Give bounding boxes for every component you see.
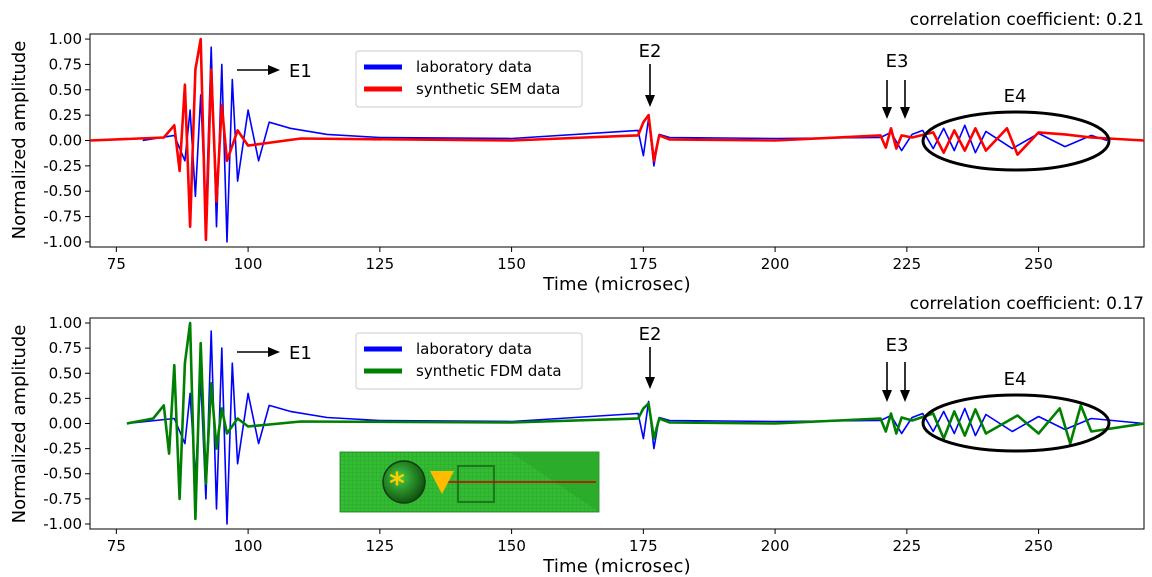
series-line-synthetic-sem-data: [89, 37, 1145, 242]
x-tick-label: 150: [497, 255, 526, 273]
y-tick-label: 0.50: [49, 364, 82, 382]
arrow-right-icon: [268, 65, 280, 75]
x-tick-label: 200: [761, 537, 790, 555]
x-axis-label: Time (microsec): [542, 274, 691, 295]
x-tick-label: 250: [1024, 255, 1053, 273]
y-tick-label: 1.00: [49, 30, 82, 48]
event-label: E4: [1004, 86, 1027, 107]
event-label: E1: [289, 61, 312, 82]
y-tick-label: 0.50: [49, 81, 82, 99]
receiver-triangle-icon: [430, 471, 454, 494]
event-label: E2: [639, 41, 662, 62]
legend-label: synthetic SEM data: [416, 80, 560, 98]
arrow-right-icon: [268, 347, 280, 357]
y-tick-label: -0.25: [43, 440, 82, 458]
arrow-down-icon: [645, 377, 655, 389]
x-tick-label: 175: [629, 255, 658, 273]
event-label: E3: [886, 335, 909, 356]
legend-label: laboratory data: [416, 58, 532, 76]
x-tick-label: 75: [107, 537, 126, 555]
x-tick-label: 250: [1024, 537, 1053, 555]
y-tick-label: -0.50: [43, 465, 82, 483]
y-axis: 1.00 0.75 0.50 0.25 0.00 -0.25 -0.50 -0.75 -1.00: [43, 30, 90, 251]
x-tick-label: 225: [893, 255, 922, 273]
x-axis-label: Time (microsec): [542, 556, 691, 577]
y-tick-label: -0.50: [43, 182, 82, 200]
arrow-down-icon: [900, 390, 910, 402]
plot-lines: [89, 37, 1145, 243]
y-tick-label: 0.75: [49, 55, 82, 73]
event-e2: E2: [639, 41, 662, 107]
legend-label: laboratory data: [416, 340, 532, 358]
y-tick-label: 1.00: [49, 314, 82, 332]
y-tick-label: 0.25: [49, 106, 82, 124]
star-icon: *: [389, 467, 405, 502]
arrow-down-icon: [900, 107, 910, 119]
y-tick-label: 0.25: [49, 389, 82, 407]
plot-frame: [89, 33, 1145, 248]
model-inset: *: [339, 451, 600, 513]
panel-bottom: 1.00 0.75 0.50 0.25 0.00 -0.25 -0.50 -0.75 -1.00…: [9, 294, 1145, 577]
y-tick-label: 0.75: [49, 339, 82, 357]
inclusion-circle: [382, 460, 426, 504]
legend-box: [355, 332, 583, 390]
x-tick-label: 200: [761, 255, 790, 273]
y-tick-label: -0.75: [43, 208, 82, 226]
y-axis-label: Normalized amplitude: [9, 325, 30, 524]
y-axis-label: Normalized amplitude: [9, 41, 30, 240]
e4-ellipse: [921, 110, 1111, 172]
arrow-down-icon: [882, 107, 892, 119]
x-axis: 75 100 125 150 175 200 225 250: [107, 529, 1053, 555]
mesh-square: [457, 465, 495, 503]
plot-frame: [89, 317, 1145, 530]
event-e4: E4: [921, 369, 1111, 453]
x-tick-label: 125: [366, 537, 395, 555]
event-label: E1: [289, 343, 312, 364]
event-e1: E1: [237, 61, 312, 82]
y-axis: 1.00 0.75 0.50 0.25 0.00 -0.25 -0.50 -0.75 -1.00: [43, 314, 90, 533]
legend: laboratory data synthetic SEM data: [355, 50, 583, 108]
x-tick-label: 175: [629, 537, 658, 555]
x-tick-label: 75: [107, 255, 126, 273]
series-line-laboratory-data: [142, 46, 1108, 243]
panel-top: 1.00 0.75 0.50 0.25 0.00 -0.25 -0.50 -0.75 -1.00…: [9, 10, 1145, 295]
x-tick-label: 100: [234, 537, 263, 555]
arrow-down-icon: [882, 390, 892, 402]
legend: laboratory data synthetic FDM data: [355, 332, 583, 390]
event-e4: E4: [921, 86, 1111, 172]
correlation-label: correlation coefficient: 0.21: [910, 10, 1144, 30]
y-tick-label: -0.25: [43, 157, 82, 175]
event-label: E4: [1004, 369, 1027, 390]
e4-ellipse: [921, 393, 1111, 453]
series-line-laboratory-data: [126, 330, 1145, 525]
event-e2: E2: [639, 324, 662, 389]
x-tick-label: 225: [893, 537, 922, 555]
y-tick-label: -1.00: [43, 515, 82, 533]
y-tick-label: 0.00: [49, 132, 82, 150]
correlation-label: correlation coefficient: 0.17: [910, 294, 1144, 314]
series-line-synthetic-fdm-data: [126, 321, 1145, 521]
legend-box: [355, 50, 583, 108]
y-tick-label: -1.00: [43, 233, 82, 251]
y-tick-label: 0.00: [49, 415, 82, 433]
event-label: E3: [886, 51, 909, 72]
y-tick-label: -0.75: [43, 490, 82, 508]
event-e1: E1: [237, 343, 312, 364]
legend-label: synthetic FDM data: [416, 362, 562, 380]
arrow-down-icon: [645, 95, 655, 107]
event-e3: E3: [882, 335, 910, 402]
plot-lines: [126, 321, 1145, 525]
x-axis: 75 100 125 150 175 200 225 250: [107, 247, 1053, 273]
x-tick-label: 125: [366, 255, 395, 273]
event-label: E2: [639, 324, 662, 345]
x-tick-label: 100: [234, 255, 263, 273]
x-tick-label: 150: [497, 537, 526, 555]
event-e3: E3: [882, 51, 910, 119]
